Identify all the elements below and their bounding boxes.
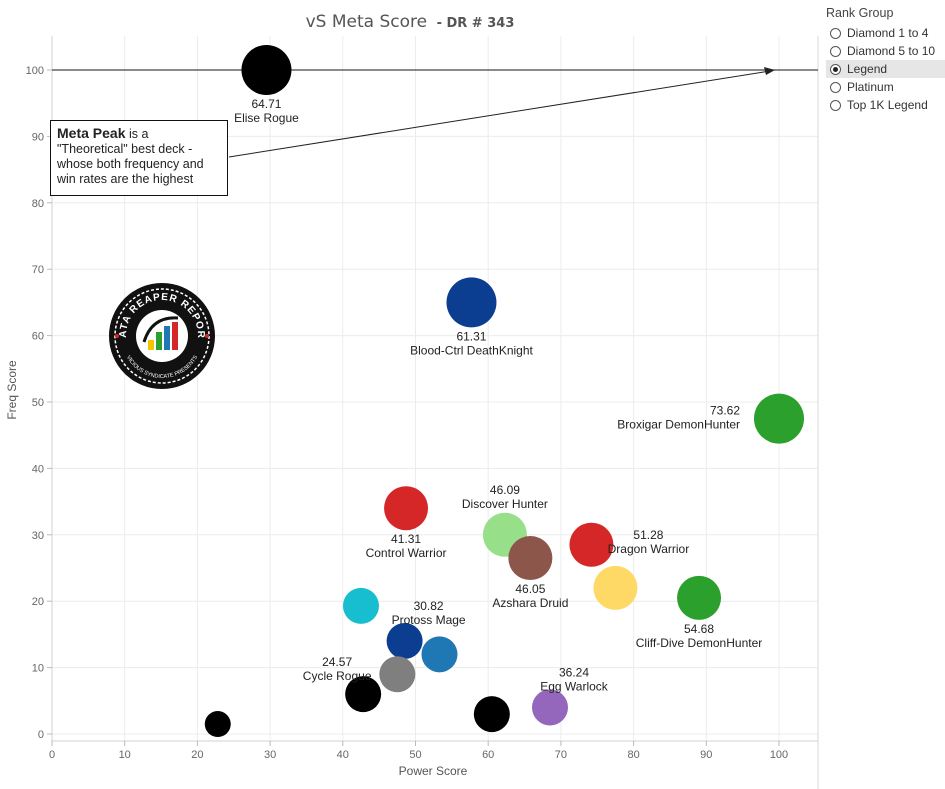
legend-title: Rank Group	[826, 6, 894, 20]
data-label-score: 54.68	[684, 622, 714, 636]
annotation-bold-text: Meta Peak	[57, 125, 126, 141]
data-label-name: Cycle Rogue	[303, 669, 372, 683]
data-label-score: 36.24	[559, 665, 589, 679]
data-reaper-logo: DATA REAPER REPORT VICIOUS SYNDICATE PRE…	[108, 282, 215, 389]
data-label-score: 24.57	[322, 655, 352, 669]
data-label-score: 73.62	[710, 404, 740, 418]
data-label-score: 64.71	[251, 97, 281, 111]
data-points	[204, 45, 804, 738]
x-tick-label: 50	[409, 749, 421, 761]
legend-option-label: Platinum	[847, 80, 894, 94]
data-point	[342, 587, 379, 624]
radio-icon[interactable]	[830, 63, 841, 75]
legend-option[interactable]: Top 1K Legend	[826, 96, 945, 114]
data-point	[384, 486, 429, 531]
data-point	[379, 656, 416, 693]
y-tick-label: 10	[32, 663, 44, 675]
x-tick-label: 90	[700, 749, 712, 761]
annotation-text: is a "Theoretical" best deck - whose bot…	[57, 127, 204, 186]
legend-option[interactable]: Platinum	[826, 78, 945, 96]
x-tick-label: 70	[555, 749, 567, 761]
y-tick-label: 40	[32, 463, 44, 475]
data-label-name: Azshara Druid	[492, 596, 568, 610]
data-point	[241, 45, 292, 95]
x-axis-label: Power Score	[399, 764, 468, 778]
legend-option[interactable]: Diamond 1 to 4	[826, 24, 945, 42]
data-label-score: 41.31	[391, 532, 421, 546]
x-tick-label: 10	[119, 749, 131, 761]
x-tick-label: 100	[770, 749, 788, 761]
logo-bar-chart-icon	[142, 316, 179, 350]
y-tick-label: 60	[32, 331, 44, 343]
chart-title-subtitle: - DR # 343	[437, 16, 515, 31]
data-label-score: 30.82	[414, 599, 444, 613]
meta-peak-annotation: Meta Peak is a "Theoretical" best deck -…	[50, 120, 228, 196]
y-tick-label: 20	[32, 596, 44, 608]
data-label-score: 61.31	[456, 329, 486, 343]
annotation-arrow-line	[228, 71, 768, 158]
data-point	[569, 522, 614, 567]
data-point	[593, 565, 638, 610]
legend-option-label: Top 1K Legend	[847, 98, 928, 112]
data-point	[345, 676, 382, 713]
chart-title-main: vS Meta Score	[306, 12, 427, 32]
data-point	[421, 636, 458, 673]
radio-icon[interactable]	[830, 99, 841, 111]
legend-option-label: Diamond 5 to 10	[847, 44, 936, 58]
data-point	[446, 277, 497, 328]
x-tick-label: 20	[191, 749, 203, 761]
x-tick-label: 0	[49, 749, 55, 761]
data-label-name: Broxigar DemonHunter	[617, 418, 740, 432]
data-label-name: Dragon Warrior	[608, 542, 690, 556]
data-label-score: 46.09	[490, 483, 520, 497]
data-point	[204, 711, 231, 738]
legend-option[interactable]: Legend	[826, 60, 945, 78]
annotation-arrowhead	[764, 67, 775, 75]
y-tick-label: 90	[32, 131, 44, 143]
data-label-name: Egg Warlock	[540, 679, 609, 693]
legend-option-label: Legend	[847, 62, 888, 76]
x-tick-label: 30	[264, 749, 276, 761]
y-tick-label: 0	[38, 729, 44, 741]
data-label-name: Blood-Ctrl DeathKnight	[410, 343, 533, 357]
radio-icon[interactable]	[830, 45, 841, 57]
rank-group-legend: Rank Group Diamond 1 to 4 Diamond 5 to 10…	[826, 6, 945, 114]
x-tick-label: 40	[337, 749, 349, 761]
data-label-score: 51.28	[633, 528, 663, 542]
data-point	[531, 689, 568, 726]
y-tick-label: 100	[26, 65, 44, 77]
data-label-name: Protoss Mage	[392, 613, 466, 627]
reference-lines	[52, 67, 818, 158]
x-tick-label: 80	[627, 749, 639, 761]
data-point	[386, 623, 423, 660]
data-label-name: Cliff-Dive DemonHunter	[636, 636, 763, 650]
y-tick-label: 30	[32, 530, 44, 542]
y-tick-label: 70	[32, 264, 44, 276]
radio-icon[interactable]	[830, 27, 841, 39]
data-label-name: Elise Rogue	[234, 111, 299, 125]
data-point	[754, 393, 804, 444]
chart-title: vS Meta Score - DR # 343	[306, 12, 515, 32]
y-tick-label: 80	[32, 198, 44, 210]
y-tick-label: 50	[32, 397, 44, 409]
legend-option[interactable]: Diamond 5 to 10	[826, 42, 945, 60]
data-point	[473, 696, 510, 733]
legend-option-label: Diamond 1 to 4	[847, 26, 929, 40]
data-label-name: Control Warrior	[366, 546, 447, 560]
y-axis-label: Freq Score	[5, 360, 19, 420]
data-label-score: 46.05	[515, 582, 545, 596]
data-point	[508, 536, 553, 581]
x-tick-label: 60	[482, 749, 494, 761]
data-label-name: Discover Hunter	[462, 497, 548, 511]
data-point	[677, 575, 722, 620]
radio-icon[interactable]	[830, 81, 841, 93]
